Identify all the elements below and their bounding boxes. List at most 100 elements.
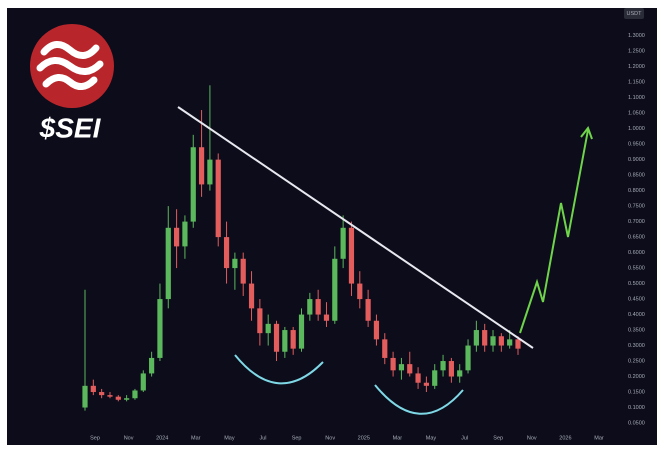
candle-body <box>515 339 521 349</box>
x-tick-label: Mar <box>594 435 604 441</box>
candle-body <box>149 357 155 374</box>
logo-waves <box>36 41 104 90</box>
candle-body <box>157 299 163 358</box>
candle-body <box>332 258 338 321</box>
y-tick-label: 1.1500 <box>628 80 645 86</box>
candle-body <box>432 370 438 386</box>
candle-body <box>140 373 146 391</box>
candle-body <box>207 159 213 185</box>
x-tick-label: Jul <box>461 435 468 441</box>
candle-body <box>182 221 188 247</box>
y-tick-label: 0.4000 <box>628 312 645 318</box>
candle-body <box>415 373 421 383</box>
x-tick-label: Sep <box>90 435 100 441</box>
candle-body <box>340 227 346 259</box>
y-tick-label: 0.8000 <box>628 188 645 194</box>
y-tick-label: 0.3000 <box>628 343 645 349</box>
x-tick-label: 2025 <box>358 435 370 441</box>
x-tick-label: 2024 <box>156 435 168 441</box>
candle-body <box>307 299 313 315</box>
x-tick-label: Sep <box>493 435 503 441</box>
y-tick-label: 0.9500 <box>628 142 645 148</box>
candle-body <box>248 283 255 309</box>
x-tick-label: May <box>426 435 437 441</box>
logo <box>30 24 114 108</box>
candle-body <box>107 395 113 397</box>
y-tick-label: 0.4500 <box>628 297 645 303</box>
candle-body <box>124 398 130 400</box>
support-arc <box>234 354 324 385</box>
y-tick-label: 0.2500 <box>628 358 645 364</box>
candle-body <box>198 147 205 185</box>
candle-body <box>373 320 380 340</box>
candle-body <box>465 345 471 371</box>
currency-label: USDT <box>627 11 643 17</box>
candle-body <box>99 392 105 396</box>
candles <box>82 85 521 411</box>
x-tick-label: Jul <box>259 435 266 441</box>
chart-title: $SEI <box>39 112 102 143</box>
x-tick-label: Sep <box>292 435 302 441</box>
candle-body <box>315 299 321 315</box>
candle-body <box>282 330 288 352</box>
candle-body <box>448 361 454 377</box>
candle-body <box>240 258 246 284</box>
support-arc <box>374 384 464 415</box>
candle-body <box>273 323 280 352</box>
candle-body <box>382 339 388 358</box>
candle-body <box>115 396 121 400</box>
candle-body <box>215 159 221 238</box>
y-tick-label: 0.7000 <box>628 219 645 225</box>
projection-arrowhead <box>580 125 593 140</box>
x-tick-label: Mar <box>191 435 201 441</box>
candle-body <box>365 299 371 321</box>
y-tick-label: 0.3500 <box>628 328 645 334</box>
candle-body <box>298 314 305 349</box>
y-tick-label: 0.2000 <box>628 374 645 380</box>
y-tick-label: 1.0000 <box>628 126 645 132</box>
y-tick-label: 1.2000 <box>628 64 645 70</box>
y-tick-label: 1.2500 <box>628 49 645 55</box>
candle-body <box>82 385 88 408</box>
x-tick-label: Mar <box>393 435 403 441</box>
candle-body <box>348 227 355 284</box>
candle-body <box>173 227 180 247</box>
y-tick-label: 0.5000 <box>628 281 645 287</box>
currency-badge <box>624 8 644 19</box>
y-tick-label: 0.6000 <box>628 250 645 256</box>
candle-body <box>390 357 396 371</box>
candle-body <box>457 370 463 377</box>
y-tick-label: 0.1000 <box>628 405 645 411</box>
chart-panel <box>7 8 657 445</box>
y-tick-label: 1.3000 <box>628 33 645 39</box>
projection-path <box>519 129 589 334</box>
candle-body <box>507 339 513 346</box>
y-tick-label: 0.9000 <box>628 157 645 163</box>
y-tick-label: 0.1500 <box>628 389 645 395</box>
candle-body <box>498 336 504 346</box>
candle-body <box>190 147 196 222</box>
y-tick-label: 1.0500 <box>628 111 645 117</box>
candle-body <box>232 258 238 269</box>
candle-body <box>265 323 271 334</box>
x-tick-label: Nov <box>527 435 537 441</box>
y-tick-label: 0.6500 <box>628 235 645 241</box>
candle-body <box>440 361 446 371</box>
candle-body <box>398 364 405 371</box>
candle-body <box>257 308 263 334</box>
candle-body <box>132 390 138 399</box>
candle-body <box>323 314 330 321</box>
candle-body <box>165 227 171 300</box>
candle-body <box>357 283 363 300</box>
candle-body <box>490 336 496 346</box>
candle-body <box>290 330 296 349</box>
trend-line <box>177 106 534 349</box>
x-tick-label: 2026 <box>559 435 571 441</box>
candle-body <box>223 237 230 269</box>
y-tick-label: 0.8500 <box>628 173 645 179</box>
y-tick-label: 0.7500 <box>628 204 645 210</box>
candle-body <box>482 330 488 346</box>
y-tick-label: 0.5500 <box>628 266 645 272</box>
